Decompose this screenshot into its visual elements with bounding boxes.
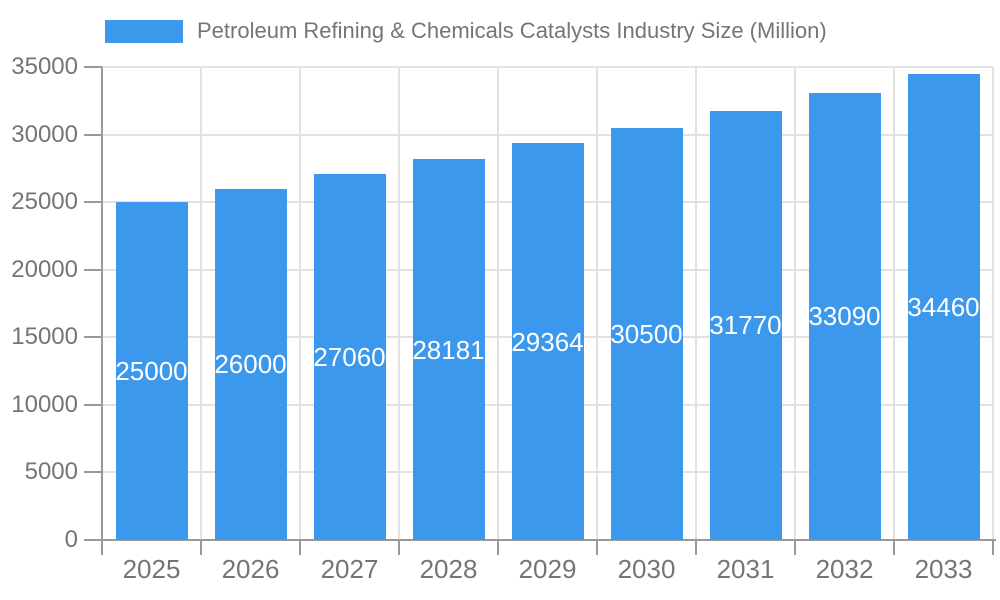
gridline-vertical bbox=[992, 67, 994, 540]
y-axis-label-25000: 25000 bbox=[11, 188, 78, 216]
bar-value-label: 28181 bbox=[412, 334, 485, 365]
bar-value-label: 29364 bbox=[511, 326, 584, 357]
bar-2028[interactable]: 28181 bbox=[412, 159, 485, 540]
x-axis-tick bbox=[596, 540, 598, 555]
x-axis-label-2030: 2030 bbox=[617, 554, 676, 584]
legend-label: Petroleum Refining & Chemicals Catalysts… bbox=[197, 18, 827, 43]
x-axis-tick bbox=[794, 540, 796, 555]
x-axis-label-2027: 2027 bbox=[320, 554, 379, 584]
y-axis-label-15000: 15000 bbox=[11, 323, 78, 351]
bar-2031[interactable]: 31770 bbox=[709, 110, 782, 540]
x-axis-line bbox=[84, 539, 996, 541]
x-axis-tick bbox=[398, 540, 400, 555]
y-axis-tick bbox=[84, 471, 102, 474]
x-axis-tick bbox=[695, 540, 697, 555]
gridline-vertical bbox=[695, 67, 697, 540]
gridline-vertical bbox=[299, 67, 301, 540]
x-axis-label-2028: 2028 bbox=[419, 554, 478, 584]
gridline-vertical bbox=[398, 67, 400, 540]
x-axis-label-2032: 2032 bbox=[815, 554, 874, 584]
y-axis-tick bbox=[84, 336, 102, 339]
x-axis-label-2033: 2033 bbox=[914, 554, 973, 584]
bar-value-label: 31770 bbox=[709, 310, 782, 341]
y-axis-label-20000: 20000 bbox=[11, 255, 78, 283]
gridline-horizontal bbox=[102, 66, 993, 68]
x-axis-label-2031: 2031 bbox=[716, 554, 775, 584]
bar-value-label: 25000 bbox=[115, 356, 188, 387]
y-axis-label-5000: 5000 bbox=[24, 458, 78, 486]
bar-value-label: 34460 bbox=[907, 292, 980, 323]
y-axis-tick bbox=[84, 403, 102, 406]
x-axis-label-2029: 2029 bbox=[518, 554, 577, 584]
gridline-vertical bbox=[893, 67, 895, 540]
gridline-horizontal bbox=[102, 133, 993, 136]
bar-value-label: 33090 bbox=[808, 301, 881, 332]
x-axis-tick bbox=[992, 540, 994, 555]
bar-2026[interactable]: 26000 bbox=[214, 188, 287, 540]
x-axis-label-2025: 2025 bbox=[122, 554, 181, 584]
x-axis-tick bbox=[497, 540, 499, 555]
bar-2029[interactable]: 29364 bbox=[511, 143, 584, 540]
gridline-vertical bbox=[200, 67, 202, 540]
x-axis-tick bbox=[893, 540, 895, 555]
x-axis-label-2026: 2026 bbox=[221, 554, 280, 584]
bar-value-label: 26000 bbox=[214, 349, 287, 380]
y-axis-tick bbox=[84, 268, 102, 271]
legend-swatch-icon bbox=[105, 19, 183, 43]
y-axis-label-0: 0 bbox=[64, 526, 78, 553]
x-axis-tick bbox=[200, 540, 202, 555]
bar-2032[interactable]: 33090 bbox=[808, 92, 881, 540]
legend[interactable]: Petroleum Refining & Chemicals Catalysts… bbox=[105, 18, 827, 44]
bar-2033[interactable]: 34460 bbox=[907, 74, 980, 540]
y-axis-label-10000: 10000 bbox=[11, 390, 78, 418]
y-axis-label-35000: 35000 bbox=[11, 53, 78, 80]
y-axis-label-30000: 30000 bbox=[11, 120, 78, 148]
y-axis-tick bbox=[84, 201, 102, 204]
gridline-vertical bbox=[794, 67, 796, 540]
bar-2027[interactable]: 27060 bbox=[313, 174, 386, 540]
bar-value-label: 27060 bbox=[313, 342, 386, 373]
bar-value-label: 30500 bbox=[610, 318, 683, 349]
bar-2030[interactable]: 30500 bbox=[610, 127, 683, 540]
gridline-vertical bbox=[596, 67, 598, 540]
y-axis-tick bbox=[84, 66, 102, 68]
x-axis-tick bbox=[299, 540, 301, 555]
y-axis-line bbox=[101, 67, 103, 555]
y-axis-tick bbox=[84, 133, 102, 136]
gridline-vertical bbox=[497, 67, 499, 540]
bar-2025[interactable]: 25000 bbox=[115, 202, 188, 540]
